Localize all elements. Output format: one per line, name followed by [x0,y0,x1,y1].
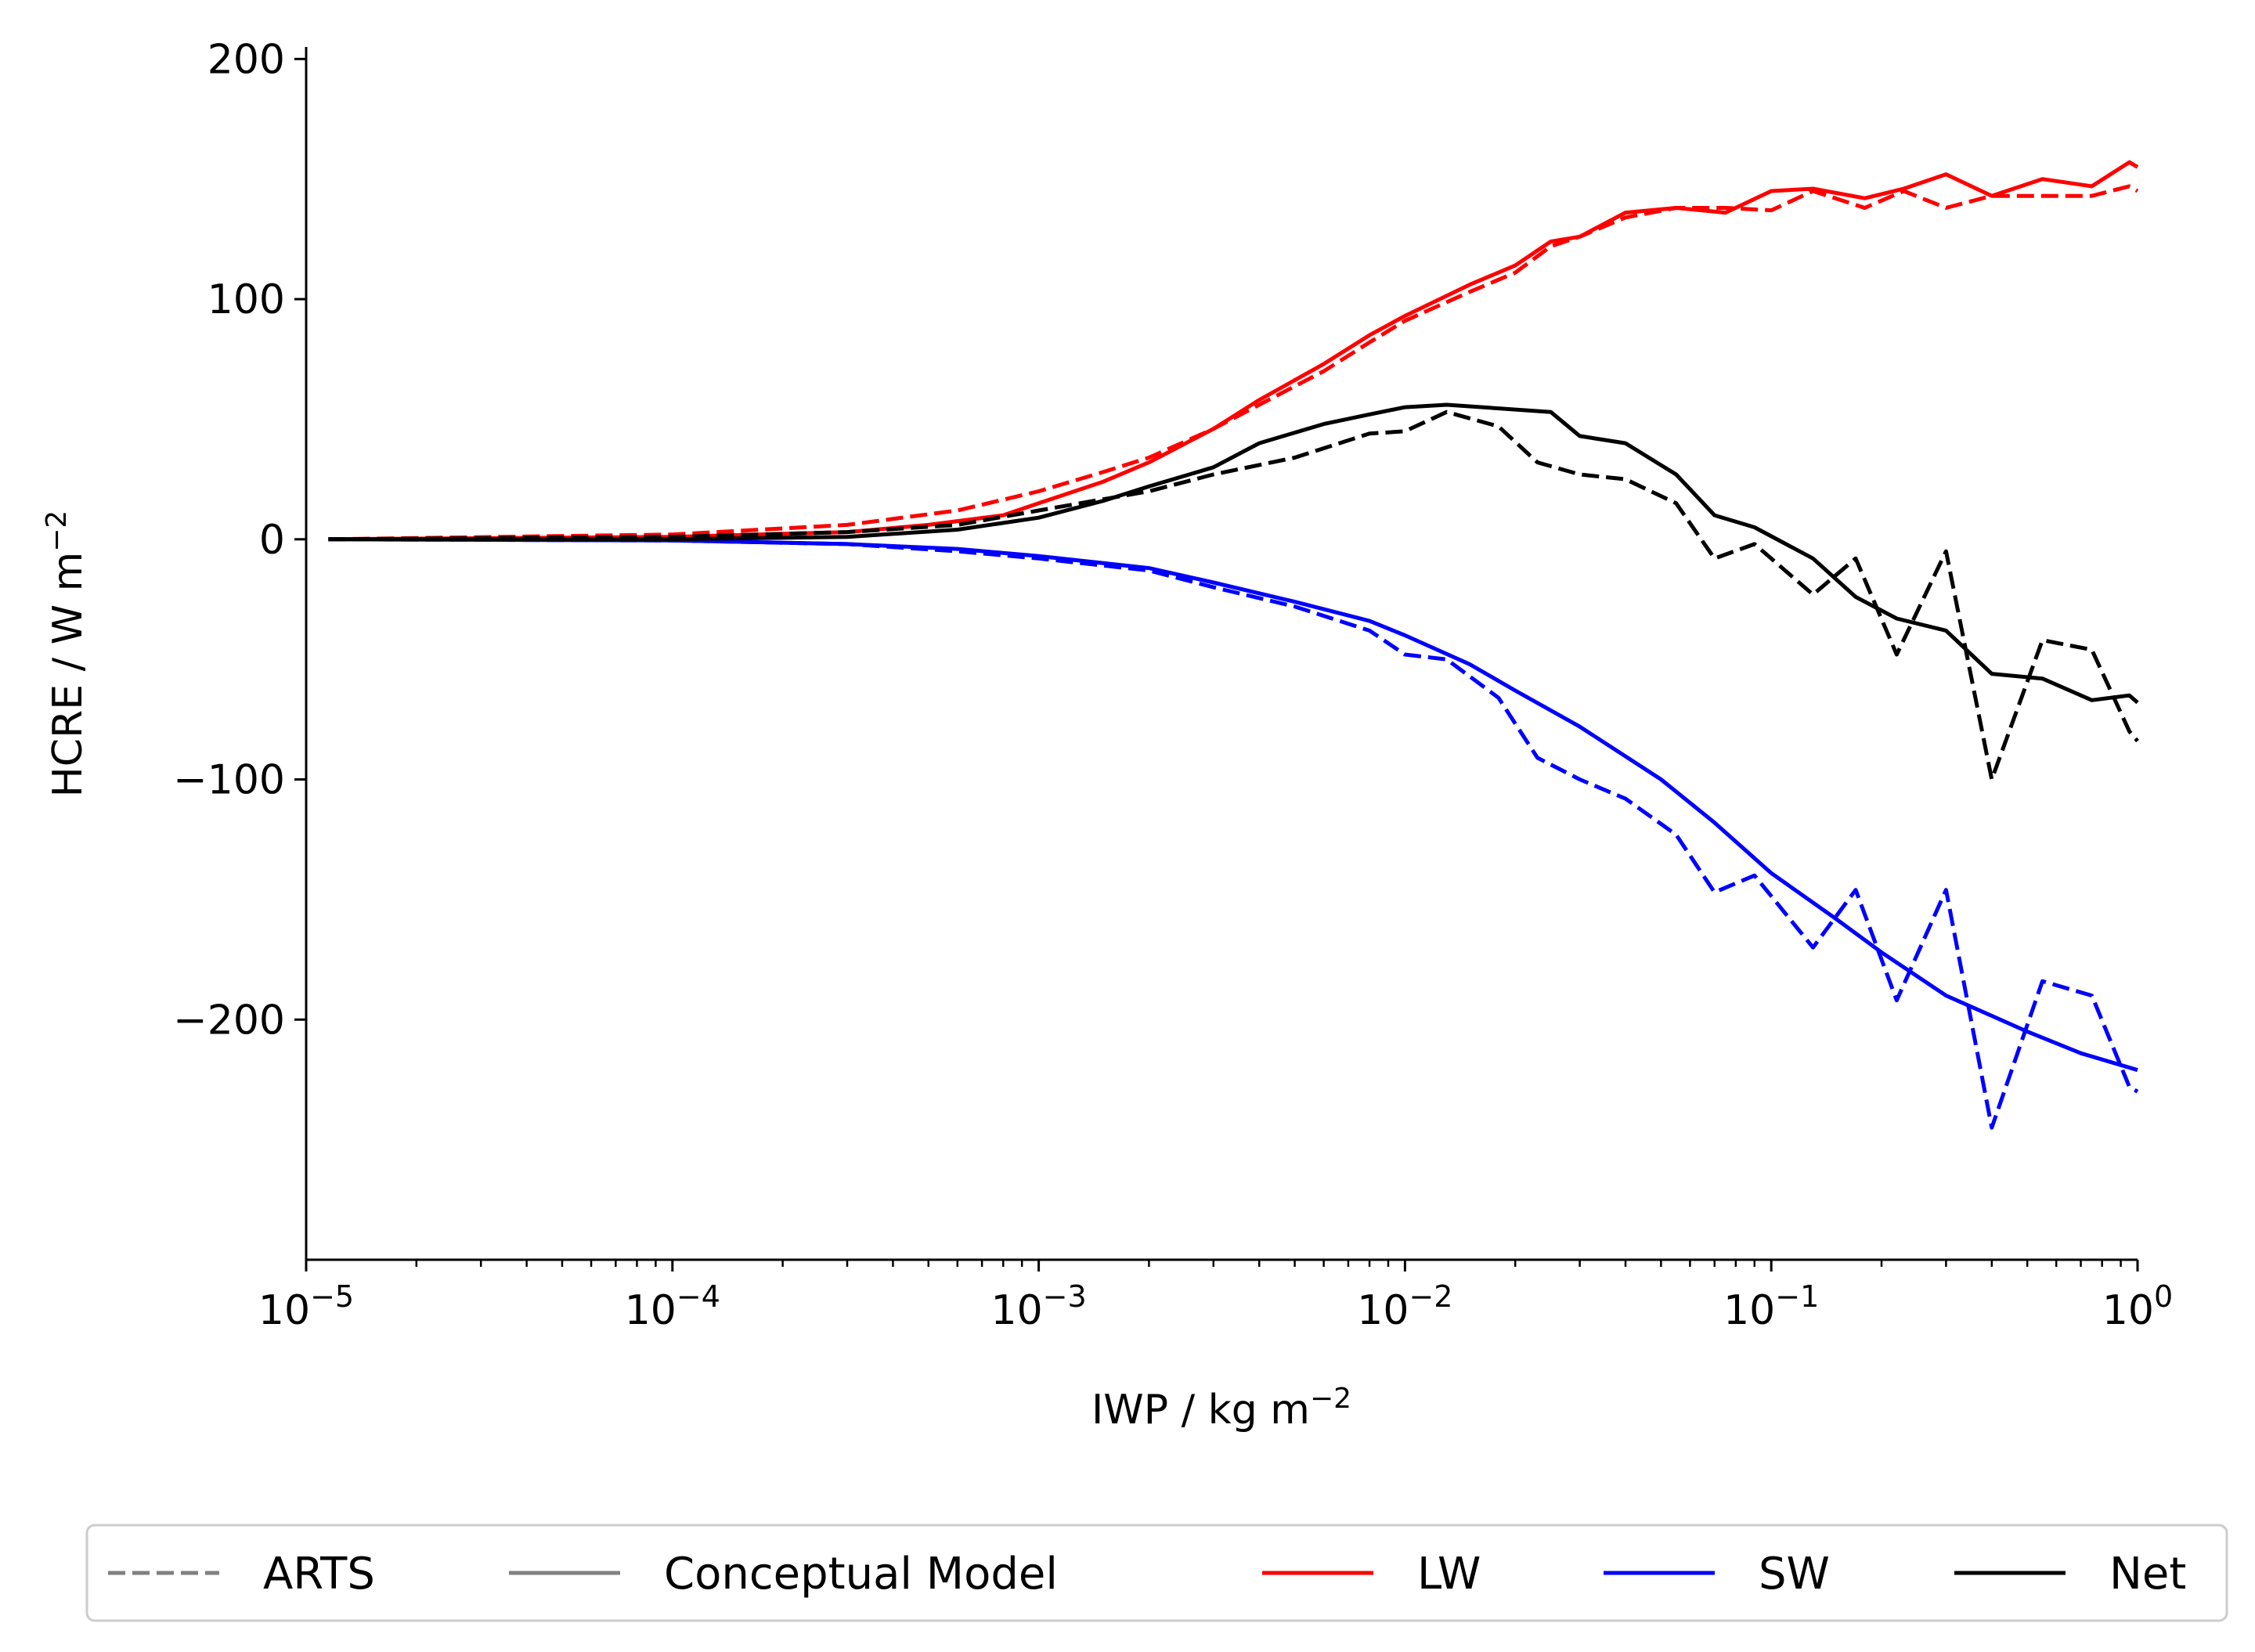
x-tick-label: 10−1 [1723,1279,1819,1334]
legend-label-sw: SW [1759,1549,1830,1600]
series-layer [328,160,2139,1130]
ticks: 10−5 10−4 10−3 10−2 10−1 100 −200 −100 0 100 200 [173,36,2173,1334]
legend-label-lw: LW [1417,1549,1481,1600]
y-axis-label: HCRE / W m−2 [41,510,92,798]
y-tick-label: 0 [259,517,285,564]
legend-label-net: Net [2109,1549,2186,1600]
sw-conceptual-model-line [328,537,2138,1073]
y-tick-label: −200 [173,997,285,1044]
lw-conceptual-model-line [328,160,2139,542]
y-tick-label: 100 [207,276,285,323]
y-tick-label: −100 [173,757,285,804]
sw-arts-line [328,537,2139,1130]
x-tick-label: 10−2 [1357,1279,1452,1334]
net-arts-line [328,409,2139,781]
net-conceptual-model-line [328,402,2139,705]
lw-arts-line [328,184,2139,542]
x-tick-label: 10−5 [258,1279,354,1334]
x-axis-label: IWP / kg m−2 [1091,1383,1351,1434]
axes [305,47,2138,1261]
x-tick-label: 10−3 [990,1279,1086,1334]
x-tick-label: 10−4 [625,1279,720,1334]
legend-frame [85,1524,2228,1622]
x-tick-label: 100 [2102,1279,2173,1334]
legend-label-conceptual-model: Conceptual Model [664,1549,1058,1600]
y-tick-label: 200 [207,36,285,83]
legend-label-arts: ARTS [263,1549,375,1600]
legend: ARTS Conceptual Model LW SW Net [85,1524,2228,1622]
